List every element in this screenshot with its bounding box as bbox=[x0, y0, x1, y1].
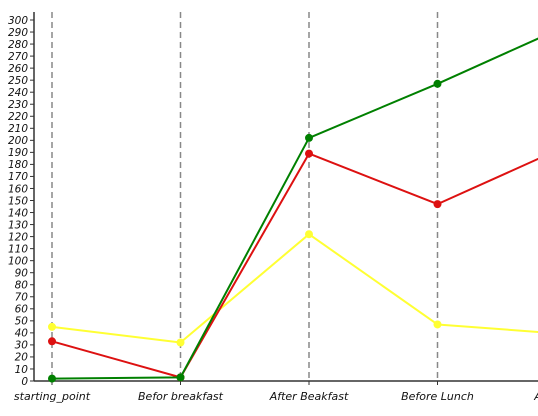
y-tick-label: 260 bbox=[8, 63, 28, 75]
y-tick-label: 100 bbox=[8, 255, 28, 267]
data-point bbox=[48, 374, 56, 383]
y-tick-label: 220 bbox=[8, 111, 28, 123]
y-tick-label: 180 bbox=[8, 159, 28, 171]
label-layer: 0102030405060708090100110120130140150160… bbox=[8, 15, 538, 403]
y-tick-label: 90 bbox=[15, 268, 29, 280]
y-tick-label: 20 bbox=[15, 352, 29, 364]
y-tick-label: 150 bbox=[8, 195, 28, 207]
x-tick-label: starting_point bbox=[14, 390, 91, 403]
y-tick-label: 140 bbox=[8, 207, 28, 219]
x-tick-label: Befor breakfast bbox=[138, 390, 224, 403]
data-point bbox=[305, 230, 313, 239]
y-tick-label: 270 bbox=[8, 51, 28, 63]
y-tick-label: 240 bbox=[8, 87, 28, 99]
y-tick-label: 200 bbox=[8, 135, 28, 147]
data-point bbox=[433, 79, 442, 88]
series-line bbox=[51, 152, 538, 379]
y-tick-label: 60 bbox=[15, 304, 29, 316]
y-tick-label: 210 bbox=[8, 123, 28, 135]
y-tick-label: 130 bbox=[8, 219, 28, 231]
y-tick-label: 290 bbox=[8, 27, 28, 39]
x-tick-label: Before Lunch bbox=[401, 390, 474, 403]
y-tick-label: 110 bbox=[8, 243, 28, 255]
y-tick-label: 50 bbox=[15, 316, 29, 328]
y-tick-label: 160 bbox=[8, 183, 28, 195]
data-point bbox=[433, 200, 442, 209]
data-point bbox=[305, 149, 313, 158]
series-line bbox=[51, 233, 538, 344]
y-tick-label: 170 bbox=[8, 171, 28, 183]
series-layer bbox=[48, 37, 538, 383]
y-tick-label: 70 bbox=[15, 292, 29, 304]
y-tick-label: 190 bbox=[8, 147, 28, 159]
y-tick-label: 80 bbox=[15, 280, 29, 292]
y-tick-label: 0 bbox=[21, 376, 28, 388]
y-tick-label: 30 bbox=[15, 340, 29, 352]
x-tick-label: After Beakfast bbox=[269, 390, 349, 403]
y-tick-label: 280 bbox=[8, 39, 28, 51]
data-point bbox=[176, 338, 185, 347]
data-point bbox=[48, 337, 56, 346]
y-tick-label: 250 bbox=[8, 75, 28, 87]
y-tick-label: 120 bbox=[8, 231, 28, 243]
y-tick-label: 230 bbox=[8, 99, 28, 111]
axis-layer bbox=[30, 12, 538, 385]
data-point bbox=[305, 133, 313, 142]
data-point bbox=[433, 320, 442, 329]
x-tick-label: After Lunch bbox=[533, 390, 538, 403]
y-tick-label: 10 bbox=[15, 364, 29, 376]
grid-layer bbox=[51, 12, 439, 381]
data-point bbox=[176, 373, 185, 382]
data-point bbox=[48, 322, 56, 331]
y-tick-label: 300 bbox=[8, 15, 28, 27]
y-tick-label: 40 bbox=[15, 328, 29, 340]
